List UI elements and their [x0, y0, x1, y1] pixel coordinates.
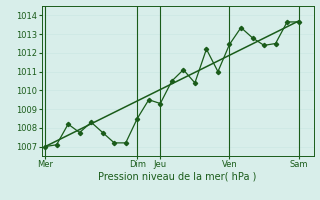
- X-axis label: Pression niveau de la mer( hPa ): Pression niveau de la mer( hPa ): [99, 172, 257, 182]
